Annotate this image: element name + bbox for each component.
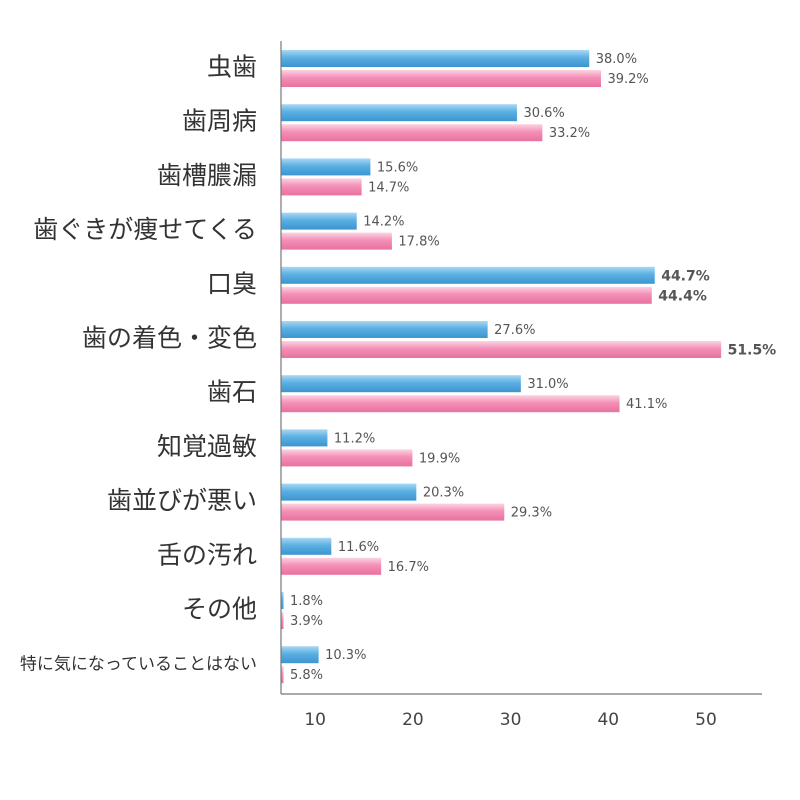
x-tick-label: 10 [304,710,326,730]
value-label: 16.7% [388,560,429,575]
bar-blue [281,375,521,393]
bar-pink [281,124,543,142]
x-tick-label: 40 [597,710,619,730]
category-label: 歯ぐきが痩せてくる [33,215,257,244]
bar-pink [281,612,284,629]
bar-pink [281,286,652,304]
bars-group [281,50,722,684]
bar-blue [281,50,590,67]
value-label: 17.8% [398,235,439,250]
x-tick-label: 20 [402,710,424,730]
bar-blue [281,646,319,664]
value-label: 38.0% [596,52,637,67]
category-label: 特に気になっていることはない [20,655,257,675]
value-label: 39.2% [607,72,648,87]
bar-blue [281,104,517,122]
value-label: 14.7% [368,180,409,195]
value-label: 41.1% [626,397,667,412]
category-label: 知覚過敏 [157,432,257,461]
value-label: 11.6% [338,540,379,555]
category-label: 歯周病 [182,107,257,136]
category-label: その他 [182,595,257,624]
bar-blue [281,158,371,176]
value-label: 11.2% [334,431,375,446]
bar-pink [281,557,382,575]
value-label: 5.8% [290,668,323,683]
value-label: 27.6% [494,323,535,338]
bar-pink [281,341,722,358]
value-label: 44.4% [658,288,707,304]
bar-pink [281,70,601,87]
x-ticks-group: 10 20 30 40 50 [304,710,716,730]
category-label: 舌の汚れ [157,540,257,569]
bar-blue [281,592,284,609]
bar-blue [281,321,488,338]
value-label: 29.3% [511,506,552,521]
x-tick-label: 50 [695,710,717,730]
category-label: 歯石 [207,378,257,407]
bar-pink [281,449,413,467]
value-label: 31.0% [527,377,568,392]
category-label: 口臭 [207,269,257,298]
bar-pink [281,232,392,250]
value-label: 33.2% [549,126,590,141]
value-label: 14.2% [363,215,404,230]
value-label: 19.9% [419,451,460,466]
category-label: 歯槽膿漏 [157,161,257,190]
bar-pink [281,666,284,684]
category-label: 歯並びが悪い [107,486,257,515]
x-tick-label: 30 [500,710,522,730]
bar-blue [281,212,357,230]
bar-blue [281,537,332,555]
bar-pink [281,395,620,413]
value-label: 30.6% [523,106,564,121]
value-label: 44.7% [661,268,710,284]
bar-blue [281,266,655,284]
value-label: 1.8% [290,594,323,609]
category-label: 虫歯 [207,53,257,82]
value-label: 51.5% [728,343,777,359]
value-label: 3.9% [290,614,323,629]
bar-pink [281,503,505,521]
category-label: 歯の着色・変色 [82,324,257,353]
bar-pink [281,178,362,196]
value-label: 10.3% [325,648,366,663]
bar-blue [281,483,417,501]
labels-group: 虫歯 38.0% 39.2% 歯周病 30.6% 33.2% 歯槽膿漏 15.6% 14.7% 歯… [20,52,776,683]
value-label: 15.6% [377,160,418,175]
value-label: 20.3% [423,486,464,501]
bar-blue [281,429,328,447]
